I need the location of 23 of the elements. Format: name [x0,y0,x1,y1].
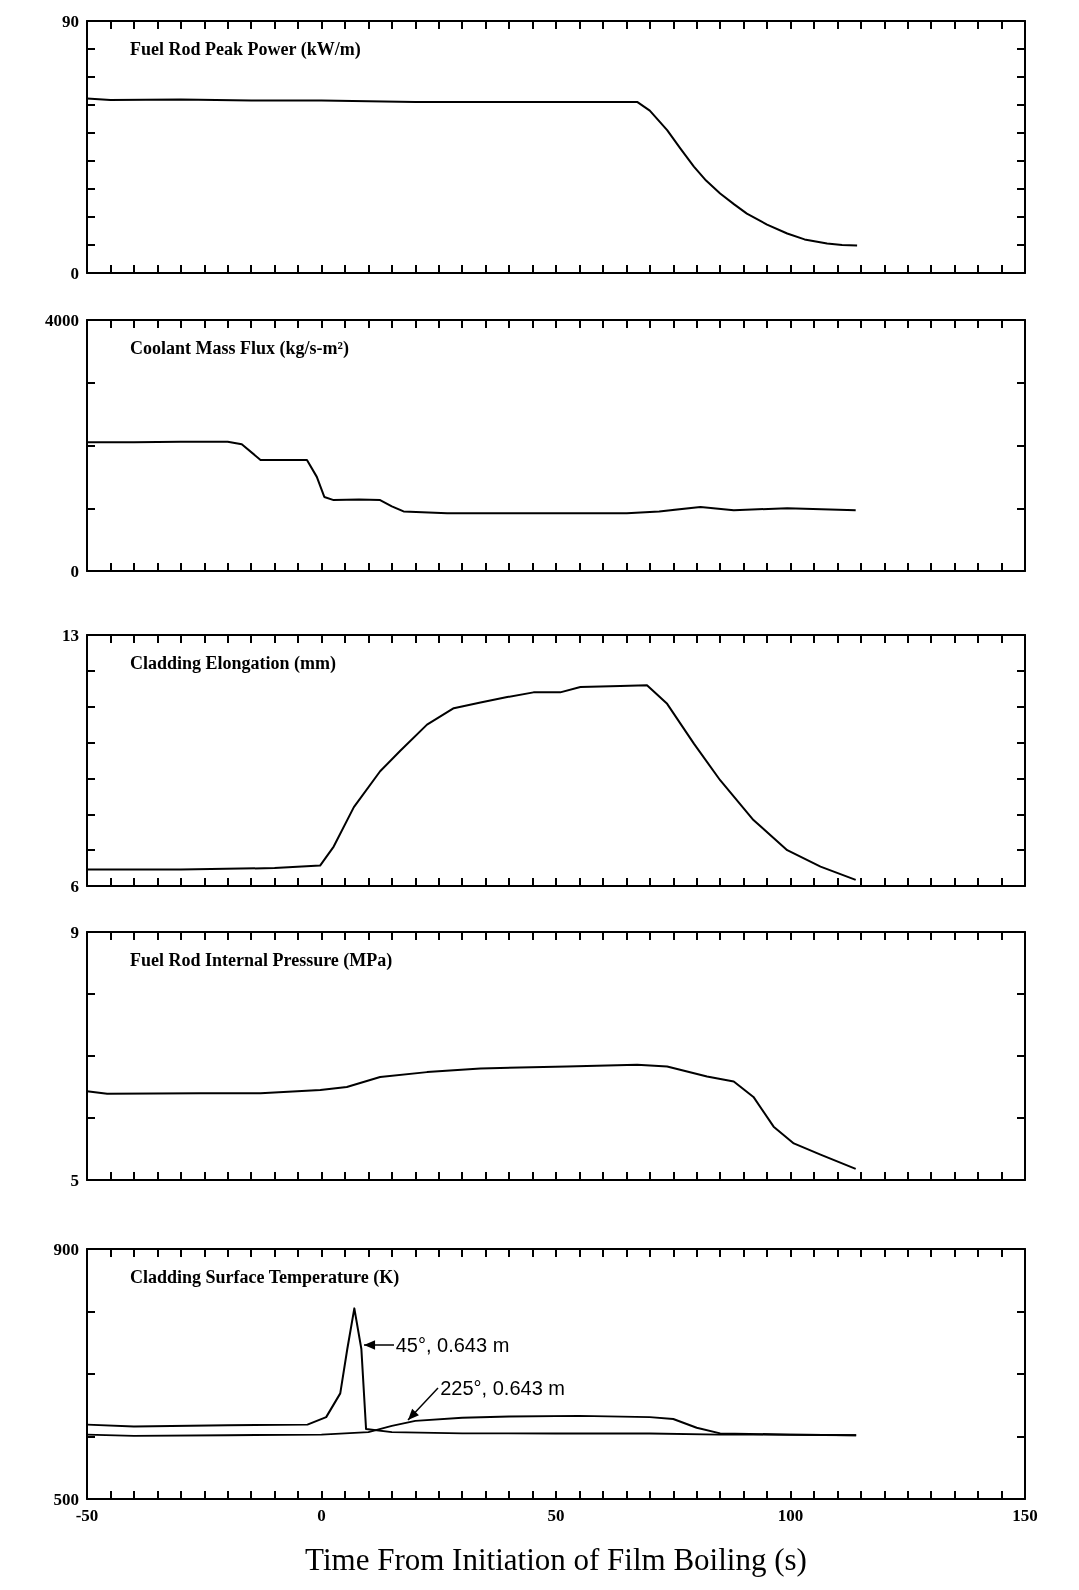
x-axis-title: Time From Initiation of Film Boiling (s) [305,1542,807,1577]
x-tick-label: -50 [75,1506,99,1525]
x-tick-label: 150 [1012,1506,1038,1525]
y-tick-label: 9 [70,922,79,942]
y-tick-label: 0 [70,263,79,283]
text: Cladding Surface Temperature (K) [130,1267,400,1288]
annotation: 45°, 0.643 m [395,1334,510,1357]
annotation: 225°, 0.643 m [440,1376,565,1399]
x-tick-label: 0 [317,1506,326,1525]
text: Cladding Elongation (mm) [130,653,337,674]
y-tick-label: 5 [70,1170,79,1190]
y-tick-label: 90 [62,11,79,31]
y-tick-label: 0 [70,561,79,581]
text: Fuel Rod Internal Pressure (MPa) [130,950,393,971]
text: Coolant Mass Flux (kg/s-m²) [130,338,349,359]
y-tick-label: 900 [53,1239,79,1259]
y-tick-label: 500 [53,1489,79,1509]
y-tick-label: 6 [70,876,79,896]
y-tick-label: 13 [62,625,79,645]
x-tick-label: 50 [547,1506,565,1525]
text: Fuel Rod Peak Power (kW/m) [130,39,361,60]
x-tick-label: 100 [777,1506,804,1525]
y-tick-label: 4000 [45,310,79,330]
